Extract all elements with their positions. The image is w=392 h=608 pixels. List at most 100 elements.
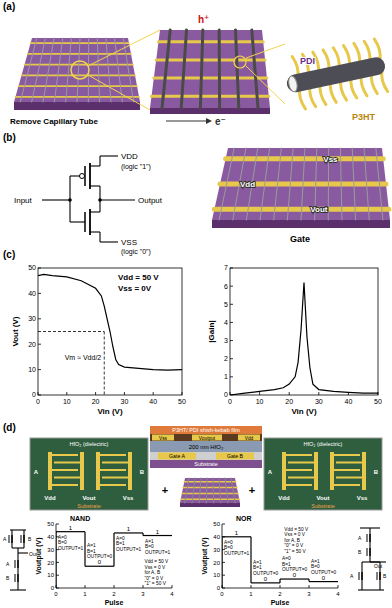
slab (180, 478, 240, 507)
label: 200 nm HfO₂ (189, 444, 224, 450)
y-axis (56, 524, 57, 588)
channel (379, 572, 380, 580)
state-label: A=1 (311, 559, 320, 564)
tick-label: 0 (32, 391, 36, 398)
tick-label: 2 (278, 591, 282, 597)
chart: 0123401020304050PulseVoutput (V)NAND1A=0… (35, 515, 174, 606)
device-label: Vout (310, 205, 328, 214)
state-label: OUTPUT=1 (58, 546, 84, 551)
step-riser (113, 533, 114, 566)
panel-label: (d) (3, 422, 16, 433)
fiber (192, 478, 195, 503)
electrode-row (150, 434, 262, 441)
segment-label: 0 (98, 559, 102, 565)
note: Vss = 0 V (284, 532, 305, 537)
y-tick (38, 318, 41, 319)
pin-label: Vdd (44, 495, 56, 501)
tick-label: 50 (47, 521, 54, 527)
electrode (184, 481, 236, 483)
label: P3HT/ PDI shish-kebab film (172, 427, 240, 433)
y-tick (230, 286, 233, 287)
fiber (340, 148, 342, 220)
hole-label: h⁺ (198, 14, 209, 25)
wire (90, 165, 100, 166)
segment-label: 1 (235, 530, 239, 536)
wire (361, 562, 362, 590)
state-label: OUTPUT=1 (145, 550, 171, 555)
y-tick (38, 369, 41, 370)
wire (90, 231, 100, 232)
pin-label: A (34, 469, 39, 475)
note: "1" = 50 V (144, 581, 166, 586)
tick-label: 0 (220, 591, 224, 597)
fiber (218, 30, 221, 108)
slab-top (150, 30, 270, 108)
step-level (222, 536, 251, 537)
figure: (a)(b)(c)(d)Remove Capillary Tubeh⁺e⁻PDI… (0, 0, 392, 608)
node (98, 198, 102, 202)
tick-label: 20 (92, 398, 100, 405)
finger (54, 462, 80, 464)
tick-label: 0 (228, 398, 232, 405)
chip (264, 438, 382, 510)
finger (334, 484, 360, 486)
bus (314, 452, 318, 490)
device-label: Vdd (240, 180, 255, 189)
wire (99, 232, 100, 242)
segment-label: 1 (156, 529, 160, 535)
x-axis-label: Pulse (105, 599, 124, 606)
finger (100, 484, 126, 486)
electron-label: e⁻ (215, 116, 226, 127)
y-tick (38, 395, 41, 396)
pin-label: Vout (317, 495, 330, 501)
electrode (238, 435, 260, 441)
label: Voutput (199, 436, 216, 441)
wire (90, 185, 100, 186)
state-label: OUTPUT=0 (253, 571, 279, 576)
tick-label: 40 (345, 398, 353, 405)
slab-side (180, 503, 240, 507)
bus (330, 452, 334, 490)
zoom-circle (234, 56, 246, 68)
fiber (206, 478, 208, 503)
electrode (192, 435, 222, 441)
wire (11, 530, 12, 548)
chip (30, 438, 148, 510)
wire (70, 175, 80, 176)
label: VDD (121, 152, 138, 161)
zoom-line (246, 44, 285, 58)
label: A (3, 536, 7, 542)
segment-label: 0 (293, 572, 297, 578)
fiber (213, 478, 215, 503)
y-tick (230, 376, 233, 377)
fiber (219, 478, 221, 503)
tick-label: 3 (224, 337, 228, 344)
finger (286, 484, 312, 486)
state-label: B=0 (224, 545, 233, 550)
tick-label: 0 (36, 398, 40, 405)
tick-label: 30 (121, 398, 129, 405)
gate-pad (158, 453, 196, 460)
label: Out (374, 563, 383, 569)
step-level (85, 566, 114, 567)
fiber (219, 148, 234, 220)
tick-label: 2 (224, 355, 228, 362)
tick-label: 10 (28, 366, 36, 373)
rod-core (285, 56, 387, 94)
channel (361, 572, 362, 580)
gate (377, 572, 378, 580)
label: Gate (290, 234, 310, 244)
state-label: A=0 (116, 536, 125, 541)
wire (99, 200, 100, 212)
wire (100, 241, 118, 242)
title: NOR (236, 515, 252, 522)
y-tick (230, 340, 233, 341)
state-label: A=1 (145, 539, 154, 544)
wire (99, 186, 100, 200)
chart: 0123401020304050PulseVoutput (V)NOR1A=0B… (201, 515, 340, 606)
fiber (106, 38, 111, 102)
gate (21, 535, 22, 543)
fiber (200, 30, 202, 108)
tick-label: 7 (224, 264, 228, 271)
tick-label: 30 (47, 547, 54, 553)
